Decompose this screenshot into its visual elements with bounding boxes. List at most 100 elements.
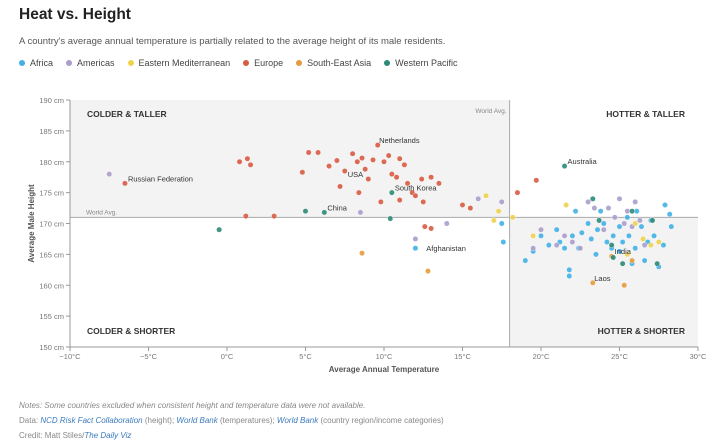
- data-point-americas[interactable]: [412, 236, 419, 242]
- data-point-europe[interactable]: [359, 155, 365, 161]
- data-point-western-pacific[interactable]: [654, 260, 661, 267]
- data-point-europe[interactable]: [420, 198, 427, 205]
- data-point-europe[interactable]: [122, 180, 128, 187]
- data-point-africa[interactable]: [641, 257, 648, 264]
- source-link-world-bank-region[interactable]: World Bank: [276, 416, 319, 425]
- data-point-americas[interactable]: [530, 245, 537, 252]
- data-point-western-pacific[interactable]: [302, 208, 309, 215]
- data-point-africa[interactable]: [604, 239, 610, 245]
- data-point-africa[interactable]: [561, 245, 568, 252]
- data-point-western-pacific[interactable]: [589, 195, 596, 202]
- data-point-europe[interactable]: [401, 161, 408, 168]
- data-point-africa[interactable]: [660, 242, 667, 249]
- data-point-africa[interactable]: [651, 232, 657, 239]
- data-point-europe[interactable]: [354, 158, 361, 165]
- data-point-africa[interactable]: [498, 220, 505, 227]
- data-point-africa[interactable]: [585, 220, 591, 227]
- data-point-europe[interactable]: [514, 189, 521, 196]
- data-point-eastern-mediterranean[interactable]: [632, 220, 639, 227]
- data-point-western-pacific[interactable]: [387, 215, 394, 222]
- data-point-western-pacific[interactable]: [649, 217, 656, 224]
- data-point-americas[interactable]: [641, 242, 648, 249]
- data-point-africa[interactable]: [616, 248, 623, 255]
- data-point-africa[interactable]: [522, 257, 529, 264]
- data-point-europe[interactable]: [428, 225, 434, 232]
- data-point-europe[interactable]: [381, 158, 387, 165]
- data-point-africa[interactable]: [632, 245, 639, 252]
- data-point-south-east-asia[interactable]: [359, 250, 365, 257]
- data-point-europe[interactable]: [370, 156, 376, 163]
- legend-item-europe[interactable]: Europe: [243, 58, 283, 68]
- data-point-africa[interactable]: [610, 232, 617, 239]
- data-point-europe[interactable]: [418, 176, 425, 182]
- data-point-africa[interactable]: [566, 266, 573, 273]
- data-point-europe[interactable]: [459, 202, 466, 208]
- data-point-europe[interactable]: [374, 142, 381, 148]
- data-point-south-east-asia[interactable]: [589, 279, 596, 286]
- data-point-americas[interactable]: [553, 242, 560, 249]
- data-point-africa[interactable]: [638, 223, 645, 230]
- data-point-eastern-mediterranean[interactable]: [509, 214, 516, 221]
- data-point-africa[interactable]: [597, 208, 604, 215]
- data-point-africa[interactable]: [600, 220, 607, 227]
- data-point-africa[interactable]: [412, 245, 419, 252]
- data-point-africa[interactable]: [624, 214, 631, 221]
- data-point-eastern-mediterranean[interactable]: [640, 236, 646, 242]
- data-point-europe[interactable]: [388, 171, 395, 178]
- data-point-western-pacific[interactable]: [608, 242, 615, 249]
- data-point-eastern-mediterranean[interactable]: [483, 192, 489, 199]
- data-point-africa[interactable]: [616, 223, 623, 230]
- data-point-south-east-asia[interactable]: [629, 257, 635, 264]
- data-point-europe[interactable]: [467, 205, 474, 211]
- data-point-africa[interactable]: [569, 232, 576, 239]
- data-point-europe[interactable]: [428, 174, 434, 181]
- data-point-europe[interactable]: [271, 213, 277, 219]
- data-point-africa[interactable]: [500, 239, 507, 245]
- data-point-americas[interactable]: [600, 226, 607, 233]
- data-point-americas[interactable]: [637, 217, 643, 224]
- data-point-americas[interactable]: [498, 198, 505, 205]
- data-point-americas[interactable]: [561, 232, 568, 239]
- data-point-africa[interactable]: [668, 223, 675, 230]
- data-point-eastern-mediterranean[interactable]: [624, 251, 631, 258]
- data-point-europe[interactable]: [385, 152, 392, 159]
- data-point-south-east-asia[interactable]: [425, 268, 431, 274]
- data-point-africa[interactable]: [578, 229, 585, 236]
- data-point-western-pacific[interactable]: [321, 209, 328, 216]
- data-point-europe[interactable]: [533, 177, 540, 184]
- data-point-eastern-mediterranean[interactable]: [563, 202, 570, 208]
- data-point-africa[interactable]: [594, 226, 601, 233]
- data-point-africa[interactable]: [538, 232, 544, 239]
- data-point-europe[interactable]: [236, 158, 243, 165]
- legend-item-south-east-asia[interactable]: South-East Asia: [296, 58, 371, 68]
- data-point-eastern-mediterranean[interactable]: [655, 239, 662, 245]
- data-point-western-pacific[interactable]: [619, 260, 626, 267]
- data-point-americas[interactable]: [443, 220, 450, 227]
- data-point-europe[interactable]: [242, 213, 249, 219]
- data-point-africa[interactable]: [593, 251, 599, 258]
- data-point-africa[interactable]: [588, 236, 595, 242]
- data-point-americas[interactable]: [577, 245, 584, 252]
- data-point-europe[interactable]: [333, 157, 340, 164]
- credit-link[interactable]: The Daily Viz: [84, 431, 132, 440]
- data-point-eastern-mediterranean[interactable]: [530, 232, 537, 239]
- data-point-africa[interactable]: [666, 211, 673, 218]
- data-point-americas[interactable]: [611, 214, 618, 221]
- data-point-africa[interactable]: [553, 226, 560, 233]
- data-point-europe[interactable]: [421, 223, 428, 230]
- data-point-americas[interactable]: [591, 205, 598, 211]
- data-point-europe[interactable]: [355, 189, 362, 196]
- data-point-western-pacific[interactable]: [388, 189, 395, 196]
- data-point-eastern-mediterranean[interactable]: [490, 217, 497, 224]
- data-point-europe[interactable]: [362, 166, 369, 173]
- data-point-europe[interactable]: [305, 149, 312, 156]
- legend-item-americas[interactable]: Americas: [66, 58, 115, 68]
- data-point-americas[interactable]: [106, 171, 113, 178]
- source-link-ncd[interactable]: NCD Risk Fact Collaboration: [40, 416, 143, 425]
- data-point-americas[interactable]: [357, 209, 364, 216]
- data-point-americas[interactable]: [538, 226, 544, 233]
- data-point-americas[interactable]: [585, 198, 591, 205]
- data-point-western-pacific[interactable]: [561, 163, 568, 169]
- data-point-americas[interactable]: [632, 198, 639, 205]
- legend-item-africa[interactable]: Africa: [19, 58, 53, 68]
